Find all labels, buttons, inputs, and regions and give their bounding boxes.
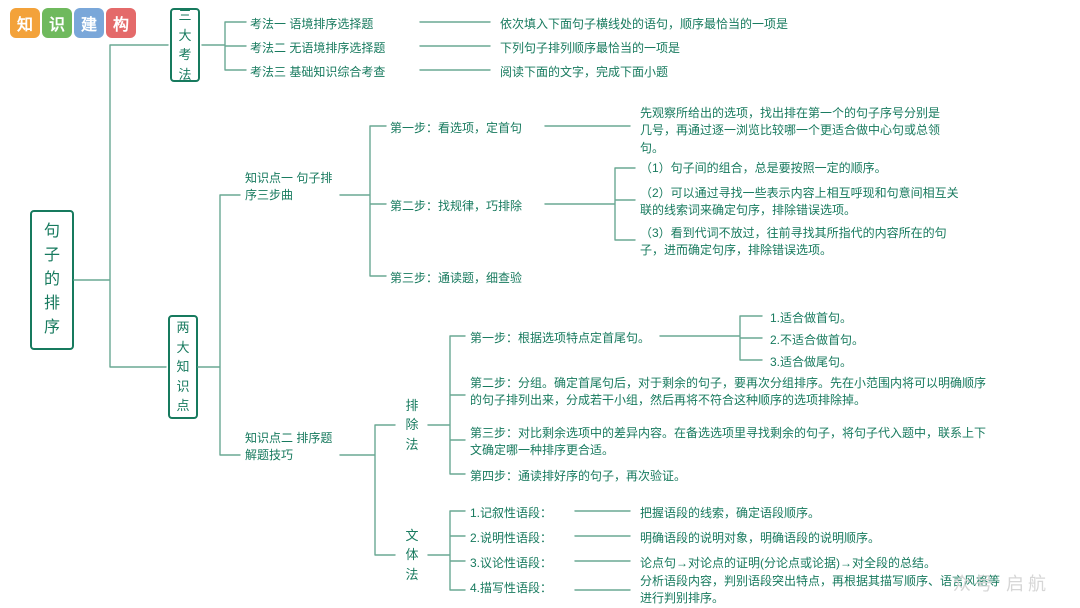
- kf1-l: 考法一 语境排序选择题: [250, 16, 373, 33]
- pcf-s1-r2: 2.不适合做首句。: [770, 332, 864, 349]
- k1-title: 知识点一 句子排序三步曲: [245, 170, 335, 205]
- k2-title: 知识点二 排序题解题技巧: [245, 430, 335, 465]
- wtf-2l: 2.说明性语段：: [470, 530, 552, 547]
- k1-s2-r2: （2）可以通过寻找一些表示内容上相互呼现和句意间相互关联的线索词来确定句序，排除…: [640, 185, 970, 220]
- wtf-3r: 论点句→对论点的证明(分论点或论据)→对全段的总结。: [640, 555, 936, 572]
- watermark: 众号 启航: [953, 570, 1050, 596]
- wtf-1l: 1.记叙性语段：: [470, 505, 552, 522]
- wtf-2r: 明确语段的说明对象，明确语段的说明顺序。: [640, 530, 880, 547]
- node-liangdazhishidian: 两大知识点: [168, 315, 198, 419]
- pcf-s4: 第四步：通读排好序的句子，再次验证。: [470, 468, 990, 485]
- mindmap: 句子的排序 三大考法 两大知识点 排除法 文体法 考法一 语境排序选择题 依次填…: [0, 0, 1080, 608]
- pcf-s1-r1: 1.适合做首句。: [770, 310, 852, 327]
- pcf-s1-r3: 3.适合做尾句。: [770, 354, 852, 371]
- kf3-r: 阅读下面的文字，完成下面小题: [500, 64, 668, 81]
- wtf-4l: 4.描写性语段：: [470, 580, 552, 597]
- node-wentifa: 文体法: [400, 520, 424, 590]
- pcf-s2: 第二步：分组。确定首尾句后，对于剩余的句子，要再次分组排序。先在小范围内将可以明…: [470, 375, 990, 410]
- k1-s2-r3: （3）看到代词不放过，往前寻找其所指代的内容所在的句子，进而确定句序，排除错误选…: [640, 225, 970, 260]
- wtf-4r: 分析语段内容，判别语段突出特点，再根据其描写顺序、语言风格等进行判别排序。: [640, 573, 1000, 608]
- node-paichufa: 排除法: [400, 390, 424, 460]
- pcf-s3: 第三步：对比剩余选项中的差异内容。在备选选项里寻找剩余的句子，将句子代入题中，联…: [470, 425, 990, 460]
- kf3-l: 考法三 基础知识综合考查: [250, 64, 385, 81]
- k1-s1-r: 先观察所给出的选项，找出排在第一个的句子序号分别是几号，再通过逐一浏览比较哪一个…: [640, 105, 940, 157]
- wtf-3l: 3.议论性语段：: [470, 555, 552, 572]
- kf2-l: 考法二 无语境排序选择题: [250, 40, 385, 57]
- k1-s2-l: 第二步：找规律，巧排除: [390, 198, 522, 215]
- k1-s2-r1: （1）句子间的组合，总是要按照一定的顺序。: [640, 160, 970, 177]
- node-sandakaofa: 三大考法: [170, 8, 200, 82]
- k1-s3-l: 第三步：通读题，细查验: [390, 270, 522, 287]
- kf1-r: 依次填入下面句子横线处的语句，顺序最恰当的一项是: [500, 16, 788, 33]
- pcf-s1-l: 第一步：根据选项特点定首尾句。: [470, 330, 650, 347]
- kf2-r: 下列句子排列顺序最恰当的一项是: [500, 40, 680, 57]
- root-node: 句子的排序: [30, 210, 74, 350]
- wtf-1r: 把握语段的线索，确定语段顺序。: [640, 505, 820, 522]
- k1-s1-l: 第一步：看选项，定首句: [390, 120, 522, 137]
